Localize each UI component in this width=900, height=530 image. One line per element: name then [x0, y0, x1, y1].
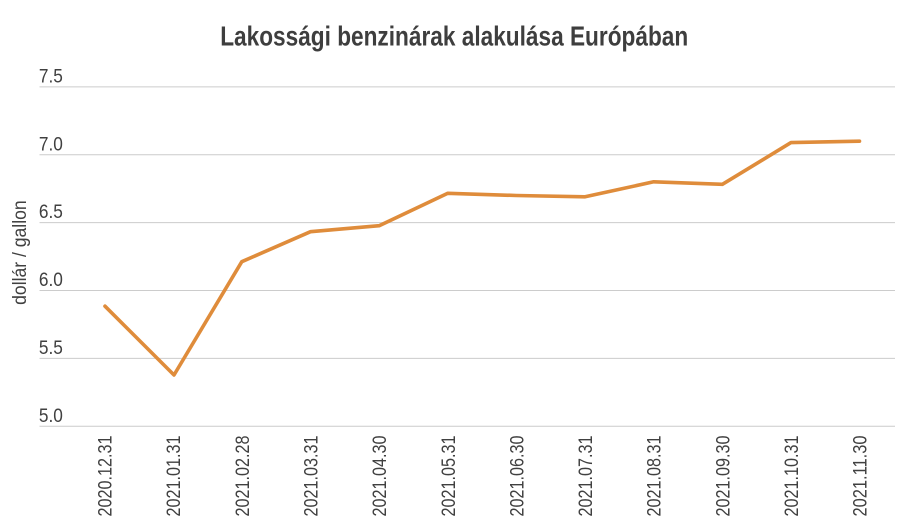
svg-text:6.5: 6.5 — [39, 202, 63, 223]
svg-text:2021.11.30: 2021.11.30 — [851, 436, 872, 517]
svg-text:2021.07.31: 2021.07.31 — [576, 436, 597, 517]
svg-text:2021.02.28: 2021.02.28 — [233, 436, 254, 517]
svg-text:2020.12.31: 2020.12.31 — [95, 436, 116, 517]
svg-text:2021.01.31: 2021.01.31 — [164, 436, 185, 517]
svg-text:2021.05.31: 2021.05.31 — [439, 436, 460, 517]
svg-text:2021.03.31: 2021.03.31 — [302, 436, 323, 517]
svg-text:2021.06.30: 2021.06.30 — [507, 436, 528, 517]
svg-text:Lakossági benzinárak alakulása: Lakossági benzinárak alakulása Európában — [220, 21, 688, 52]
svg-text:dollár / gallon: dollár / gallon — [10, 200, 31, 305]
svg-text:2021.08.31: 2021.08.31 — [645, 436, 666, 517]
svg-text:2021.10.31: 2021.10.31 — [782, 436, 803, 517]
svg-text:2021.04.30: 2021.04.30 — [370, 436, 391, 517]
svg-text:5.5: 5.5 — [39, 338, 63, 359]
svg-text:6.0: 6.0 — [39, 270, 63, 291]
svg-text:7.0: 7.0 — [39, 134, 63, 155]
svg-text:5.0: 5.0 — [39, 406, 63, 427]
svg-text:7.5: 7.5 — [39, 67, 63, 88]
svg-text:2021.09.30: 2021.09.30 — [713, 436, 734, 517]
